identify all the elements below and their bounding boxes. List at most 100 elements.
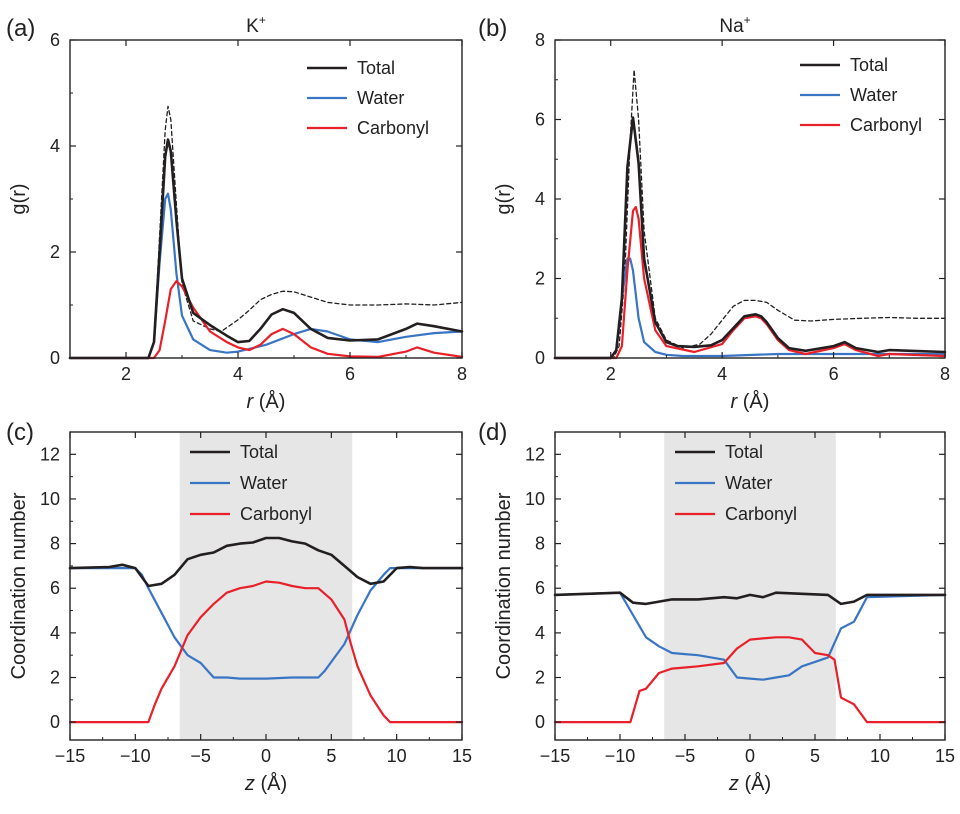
x-axis-label: r (Å)	[731, 390, 770, 413]
y-tick-label: 2	[50, 242, 60, 262]
legend-label-carbonyl: Carbonyl	[725, 504, 797, 524]
panel-label: (c)	[6, 419, 34, 446]
x-tick-label: −5	[675, 746, 696, 766]
x-tick-label: 2	[606, 364, 616, 384]
x-tick-label: −5	[190, 746, 211, 766]
panel-d: −15 −10 −5 0 5 10 15 0 2 4 6 8 10 12 z (Å) Coordination…	[478, 419, 955, 795]
y-tick-label: 6	[50, 578, 60, 598]
x-axis-variable: r	[731, 391, 739, 413]
y-tick-label: 8	[535, 534, 545, 554]
x-tick-label: 2	[121, 364, 131, 384]
panel-a: 2 4 6 8 0 2 4 6 r (Å) g(r) (a) K+ Total Water Carbonyl	[6, 13, 467, 413]
x-tick-label: 0	[745, 746, 755, 766]
x-tick-label: 10	[387, 746, 407, 766]
x-axis-variable: r	[247, 391, 255, 413]
y-tick-label: 6	[535, 110, 545, 130]
x-tick-label: −15	[540, 746, 571, 766]
y-tick-label: 10	[40, 489, 60, 509]
x-axis-unit: (Å)	[737, 390, 769, 413]
series-line-total	[553, 591, 947, 606]
y-tick-label: 0	[535, 712, 545, 732]
y-tick-label: 0	[50, 348, 60, 368]
x-tick-label: 15	[935, 746, 955, 766]
y-tick-label: 12	[525, 444, 545, 464]
ion-name: Na	[719, 16, 744, 37]
series-line-total	[68, 536, 464, 588]
y-tick-label: 2	[535, 668, 545, 688]
series-line-water	[68, 192, 464, 360]
panel-label: (d)	[478, 419, 507, 446]
ion-charge: +	[744, 13, 751, 27]
y-axis-label: g(r)	[8, 183, 30, 214]
ion-name: K	[246, 16, 259, 37]
legend-label-water: Water	[725, 473, 772, 493]
y-tick-label: 2	[535, 269, 545, 289]
series-line-total	[553, 116, 947, 360]
x-tick-label: 10	[870, 746, 890, 766]
y-tick-label: 10	[525, 489, 545, 509]
series-line-total	[68, 138, 464, 360]
panel-label: (b)	[478, 15, 507, 42]
legend-label-carbonyl: Carbonyl	[357, 118, 429, 138]
y-tick-label: 6	[50, 30, 60, 50]
x-tick-label: −10	[605, 746, 636, 766]
x-tick-label: −15	[55, 746, 86, 766]
y-tick-label: 4	[535, 623, 545, 643]
x-tick-label: 5	[810, 746, 820, 766]
x-axis-label: z (Å)	[244, 772, 287, 795]
panel-title: Na+	[719, 13, 750, 37]
y-tick-label: 2	[50, 668, 60, 688]
y-axis-label: Coordination number	[8, 492, 30, 679]
y-axis-label: Coordination number	[493, 492, 515, 679]
legend-label-water: Water	[850, 85, 897, 105]
y-tick-label: 8	[50, 534, 60, 554]
x-axis-label: z (Å)	[728, 772, 771, 795]
y-tick-label: 6	[535, 578, 545, 598]
x-axis-unit: (Å)	[253, 390, 285, 413]
y-tick-label: 12	[40, 444, 60, 464]
x-axis-unit: (Å)	[255, 772, 287, 795]
x-tick-label: 4	[233, 364, 243, 384]
series-line-water	[553, 257, 947, 360]
y-tick-label: 4	[50, 623, 60, 643]
x-tick-label: 8	[457, 364, 467, 384]
legend-label-water: Water	[240, 473, 287, 493]
series-line-carbonyl	[68, 280, 464, 360]
series-line-water	[68, 566, 464, 680]
legend-label-total: Total	[850, 55, 888, 75]
y-tick-label: 0	[50, 712, 60, 732]
x-tick-label: 4	[717, 364, 727, 384]
panel-label: (a)	[6, 15, 35, 42]
panel-b: 2 4 6 8 0 2 4 6 8 r (Å) g(r) (b) Na+ Total Water Carbon…	[478, 13, 950, 413]
y-tick-label: 4	[535, 189, 545, 209]
x-tick-label: 5	[326, 746, 336, 766]
legend-label-total: Total	[725, 442, 763, 462]
legend-label-total: Total	[357, 58, 395, 78]
x-axis-variable: z	[728, 773, 739, 795]
legend-label-carbonyl: Carbonyl	[850, 115, 922, 135]
x-tick-label: 0	[261, 746, 271, 766]
series-line-dashed	[69, 105, 463, 359]
y-tick-label: 4	[50, 136, 60, 156]
series-line-carbonyl	[553, 636, 947, 724]
legend-label-total: Total	[240, 442, 278, 462]
x-axis-variable: z	[244, 773, 255, 795]
panel-title: K+	[246, 13, 266, 37]
panel-c: −15 −10 −5 0 5 10 15 0 2 4 6 8 10 12 z (Å) Coordination…	[6, 419, 472, 795]
ion-charge: +	[259, 13, 266, 27]
y-axis-label: g(r)	[493, 183, 515, 214]
x-tick-label: 15	[452, 746, 472, 766]
series-line-carbonyl	[553, 205, 947, 360]
y-tick-label: 0	[535, 348, 545, 368]
x-tick-label: −10	[120, 746, 151, 766]
x-axis-label: r (Å)	[247, 390, 286, 413]
x-tick-label: 6	[345, 364, 355, 384]
x-axis-unit: (Å)	[739, 772, 771, 795]
x-tick-label: 6	[829, 364, 839, 384]
y-tick-label: 8	[535, 30, 545, 50]
x-tick-label: 8	[940, 364, 950, 384]
legend-label-water: Water	[357, 88, 404, 108]
legend-label-carbonyl: Carbonyl	[240, 504, 312, 524]
series-line-carbonyl	[68, 580, 464, 724]
